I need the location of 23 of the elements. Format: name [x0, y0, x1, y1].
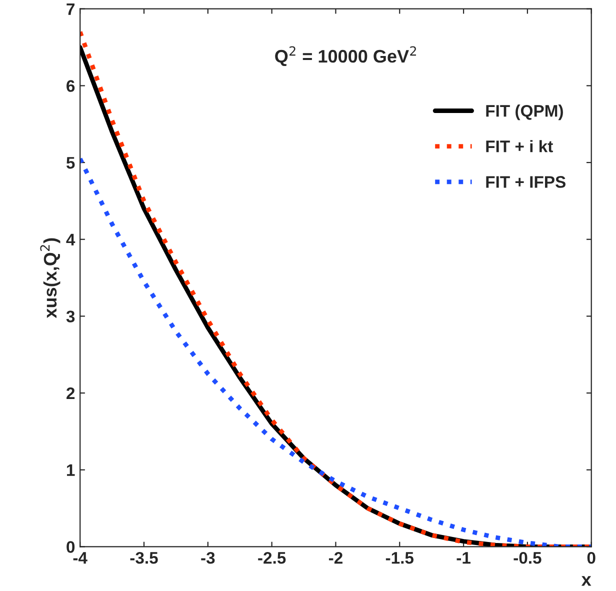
x-tick-label: -3: [201, 552, 215, 564]
x-tick-label: -2.5: [258, 552, 286, 564]
y-tick-label: 0: [66, 541, 75, 553]
y-tick-label: 2: [66, 387, 75, 400]
y-tick-label: 1: [67, 464, 75, 476]
y-tick-label: 4: [66, 234, 76, 246]
y-tick-label: 5: [66, 157, 75, 169]
y-tick-label: 7: [66, 3, 74, 15]
legend-label: FIT + IFPS: [486, 176, 566, 188]
x-tick-label: -1.5: [386, 552, 414, 564]
x-tick-label: -3.5: [130, 552, 158, 564]
x-tick-label: -0.5: [514, 552, 542, 564]
legend-label: FIT + i kt: [486, 140, 553, 152]
x-axis-title: x: [581, 576, 592, 586]
y-axis-title: xus(x,Q$^{2}$): [40, 238, 60, 318]
y-tick-label: 3: [66, 310, 75, 322]
y-tick-label: 6: [66, 80, 75, 92]
x-tick-label: -4: [73, 552, 88, 564]
x-tick-label: -1: [456, 552, 470, 564]
annotation: Q$^{2}$ = 10000 GeV$^{2}$: [275, 46, 416, 66]
x-tick-label: 0: [587, 552, 596, 564]
legend-label: FIT (QPM): [486, 104, 563, 120]
x-tick-label: -2: [328, 552, 342, 564]
